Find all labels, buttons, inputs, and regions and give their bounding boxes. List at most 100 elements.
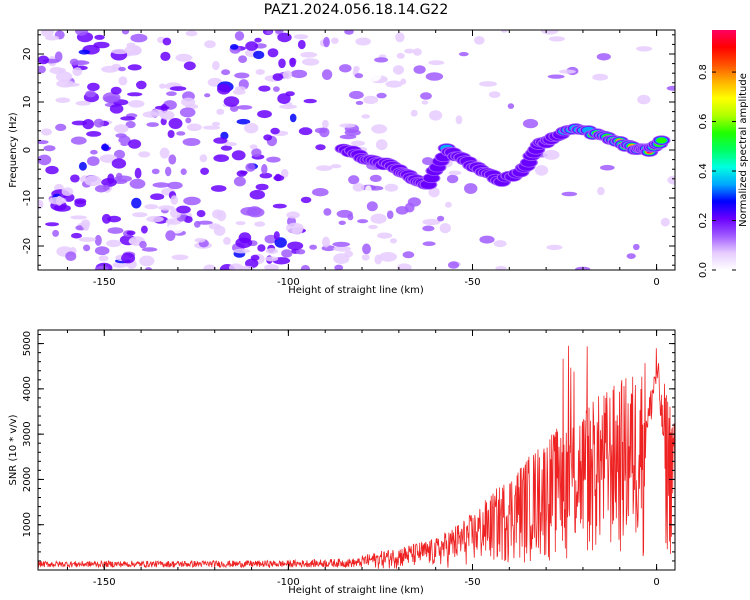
spectral-blob (286, 211, 300, 219)
spectral-blob (216, 210, 227, 222)
spectral-blob (362, 243, 371, 255)
spectral-blob (55, 195, 63, 206)
spectral-blob (134, 167, 142, 179)
colorbar-tick-label: 0.8 (698, 64, 709, 80)
spectral-blob (70, 136, 87, 145)
spectral-blob (339, 134, 357, 140)
y-tick-label: -10 (22, 190, 33, 206)
spectral-blob (666, 85, 675, 91)
spectral-blob (139, 240, 147, 249)
spectral-blob (245, 163, 256, 172)
spectral-blob (139, 255, 155, 267)
y-tick-label: 4000 (22, 376, 33, 401)
spectral-blob (183, 196, 201, 206)
spectral-blob (332, 241, 351, 247)
spectral-blob (636, 46, 653, 52)
spectral-blob (553, 215, 565, 223)
spectral-blob (120, 116, 136, 121)
spectral-blob (410, 109, 418, 117)
spectral-blob (254, 37, 262, 43)
spectral-blob (210, 185, 227, 192)
spectral-blob (298, 127, 313, 136)
snr-frame (37, 329, 676, 571)
spectral-blob (289, 113, 297, 123)
spectral-blob (558, 69, 576, 74)
spectral-blob (368, 224, 378, 230)
spectral-blob (455, 115, 463, 125)
spectral-blob (114, 124, 129, 133)
spectral-blob (118, 76, 128, 86)
colorbar-tick-label: 0.2 (698, 213, 709, 229)
spectral-blob (208, 223, 221, 230)
spectral-blob (339, 123, 356, 128)
spectral-blob (363, 95, 379, 105)
spectral-blob (41, 128, 52, 136)
colorbar-tick-label: 0.4 (698, 163, 709, 179)
spectral-blob (561, 191, 578, 197)
spectral-blob (370, 213, 387, 224)
spectral-blob (165, 230, 176, 242)
spectral-blob (82, 119, 94, 130)
spectral-blob (159, 147, 170, 159)
spectral-blob (352, 183, 365, 192)
spectral-blob (234, 86, 246, 91)
spectral-blob (257, 110, 272, 119)
spectral-blob (38, 65, 46, 74)
spectral-blob (281, 249, 293, 258)
spectral-blob (375, 139, 388, 151)
spectral-blob (236, 118, 251, 125)
spectral-blob (183, 216, 193, 223)
spectral-blob (626, 253, 636, 259)
spectral-blob (230, 44, 239, 50)
spectral-blob (376, 92, 387, 99)
spectral-blob (125, 121, 136, 129)
spectral-blob (293, 34, 309, 40)
spectral-blob (151, 168, 160, 175)
spectral-blob (213, 137, 228, 144)
y-tick-label: 1000 (22, 512, 33, 537)
spectral-blob (129, 178, 146, 189)
spectral-blob (277, 32, 292, 43)
spectral-blob (38, 154, 52, 166)
spectral-blob (300, 264, 311, 270)
spectral-blob (374, 57, 389, 63)
spectral-blob (75, 30, 89, 36)
spectral-blob (220, 145, 233, 151)
spectral-blob (165, 166, 172, 177)
spectral-blob (379, 251, 397, 262)
colorbar: 0.0 0.2 0.4 0.6 0.8 Normalized spectral ampl… (698, 30, 749, 278)
spectral-blob (204, 40, 216, 49)
spectral-blob (107, 173, 115, 184)
spectral-blob (213, 154, 229, 162)
spectral-blob (395, 32, 405, 43)
spectral-blob (94, 185, 108, 193)
spectral-blob (200, 167, 210, 175)
spectral-blob (255, 69, 265, 75)
spectral-blob (168, 154, 177, 165)
colorbar-tick-label: 0.6 (698, 114, 709, 130)
spectral-blob (55, 97, 71, 103)
spectral-blob (196, 210, 206, 218)
spectral-blob (82, 221, 90, 231)
spectral-blob (176, 205, 191, 214)
spectral-blob (145, 267, 152, 270)
spectral-blob (479, 81, 497, 87)
snr-xlabel: Height of straight line (km) (288, 585, 424, 596)
spectral-blob (224, 142, 237, 147)
spectral-blob (265, 248, 278, 254)
spectral-blob (114, 149, 125, 160)
spectral-blob (667, 175, 675, 185)
spectral-blob (423, 245, 431, 255)
spectral-blob (227, 159, 235, 167)
spectral-blob (203, 264, 216, 270)
spectral-blob (249, 144, 258, 150)
spectral-blob (238, 232, 252, 244)
spectral-blob (233, 89, 246, 95)
y-tick-label: 3000 (22, 421, 33, 446)
spectral-blob (118, 135, 131, 146)
colorbar-tick-label: 0.0 (698, 262, 709, 278)
spectral-blob (212, 60, 220, 71)
spectral-blob (535, 165, 549, 176)
ridge-point (423, 173, 440, 183)
spectral-blob (464, 183, 478, 194)
